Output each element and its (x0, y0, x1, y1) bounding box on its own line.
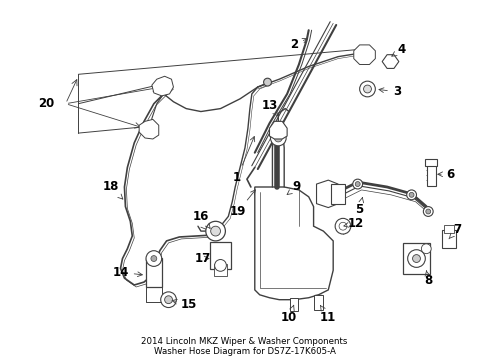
Text: 19: 19 (229, 190, 255, 218)
Text: 10: 10 (281, 305, 297, 324)
Bar (443, 225, 453, 233)
Circle shape (338, 222, 346, 230)
Circle shape (363, 85, 371, 93)
Polygon shape (353, 45, 375, 64)
Text: 13: 13 (261, 99, 277, 116)
Text: 11: 11 (320, 306, 336, 324)
Text: 7: 7 (448, 222, 461, 239)
Circle shape (214, 260, 226, 271)
Circle shape (334, 219, 350, 234)
Text: 12: 12 (343, 217, 363, 230)
Text: 1: 1 (233, 136, 254, 184)
Text: 2: 2 (289, 39, 306, 51)
Text: 16: 16 (192, 210, 210, 228)
Text: 3: 3 (378, 85, 400, 98)
Text: 2014 Lincoln MKZ Wiper & Washer Components
Washer Hose Diagram for DS7Z-17K605-A: 2014 Lincoln MKZ Wiper & Washer Componen… (141, 337, 347, 356)
Circle shape (274, 134, 282, 142)
Text: 14: 14 (112, 266, 142, 279)
Bar (425, 158, 436, 166)
Circle shape (352, 179, 362, 189)
Polygon shape (269, 121, 286, 139)
Bar (313, 295, 322, 310)
Bar (146, 257, 162, 287)
Text: 15: 15 (172, 298, 197, 311)
Text: 18: 18 (102, 180, 122, 199)
Circle shape (354, 181, 359, 186)
Circle shape (210, 226, 220, 236)
Circle shape (407, 250, 425, 267)
Circle shape (425, 209, 430, 214)
Text: 17: 17 (194, 252, 210, 265)
Text: 4: 4 (391, 43, 405, 56)
Bar (213, 264, 227, 276)
Circle shape (423, 207, 432, 216)
Bar (426, 165, 435, 186)
Circle shape (270, 130, 285, 146)
Bar (330, 184, 344, 204)
Circle shape (406, 190, 416, 200)
Bar (289, 298, 297, 311)
Bar (441, 230, 455, 248)
Circle shape (263, 78, 271, 86)
Polygon shape (254, 187, 332, 300)
Polygon shape (152, 76, 173, 96)
Circle shape (164, 296, 172, 303)
Circle shape (205, 221, 225, 241)
Circle shape (408, 192, 413, 197)
Polygon shape (139, 120, 159, 139)
Circle shape (151, 256, 157, 261)
Text: 5: 5 (355, 197, 363, 216)
Circle shape (359, 81, 375, 97)
Text: 20: 20 (38, 97, 54, 110)
Bar (402, 243, 429, 274)
Circle shape (146, 251, 162, 266)
Text: 9: 9 (286, 180, 301, 194)
Polygon shape (382, 55, 398, 68)
Circle shape (161, 292, 176, 307)
Text: 8: 8 (423, 271, 431, 287)
Text: 6: 6 (437, 168, 454, 181)
Circle shape (421, 244, 430, 254)
Bar (209, 242, 231, 269)
Circle shape (412, 255, 420, 262)
